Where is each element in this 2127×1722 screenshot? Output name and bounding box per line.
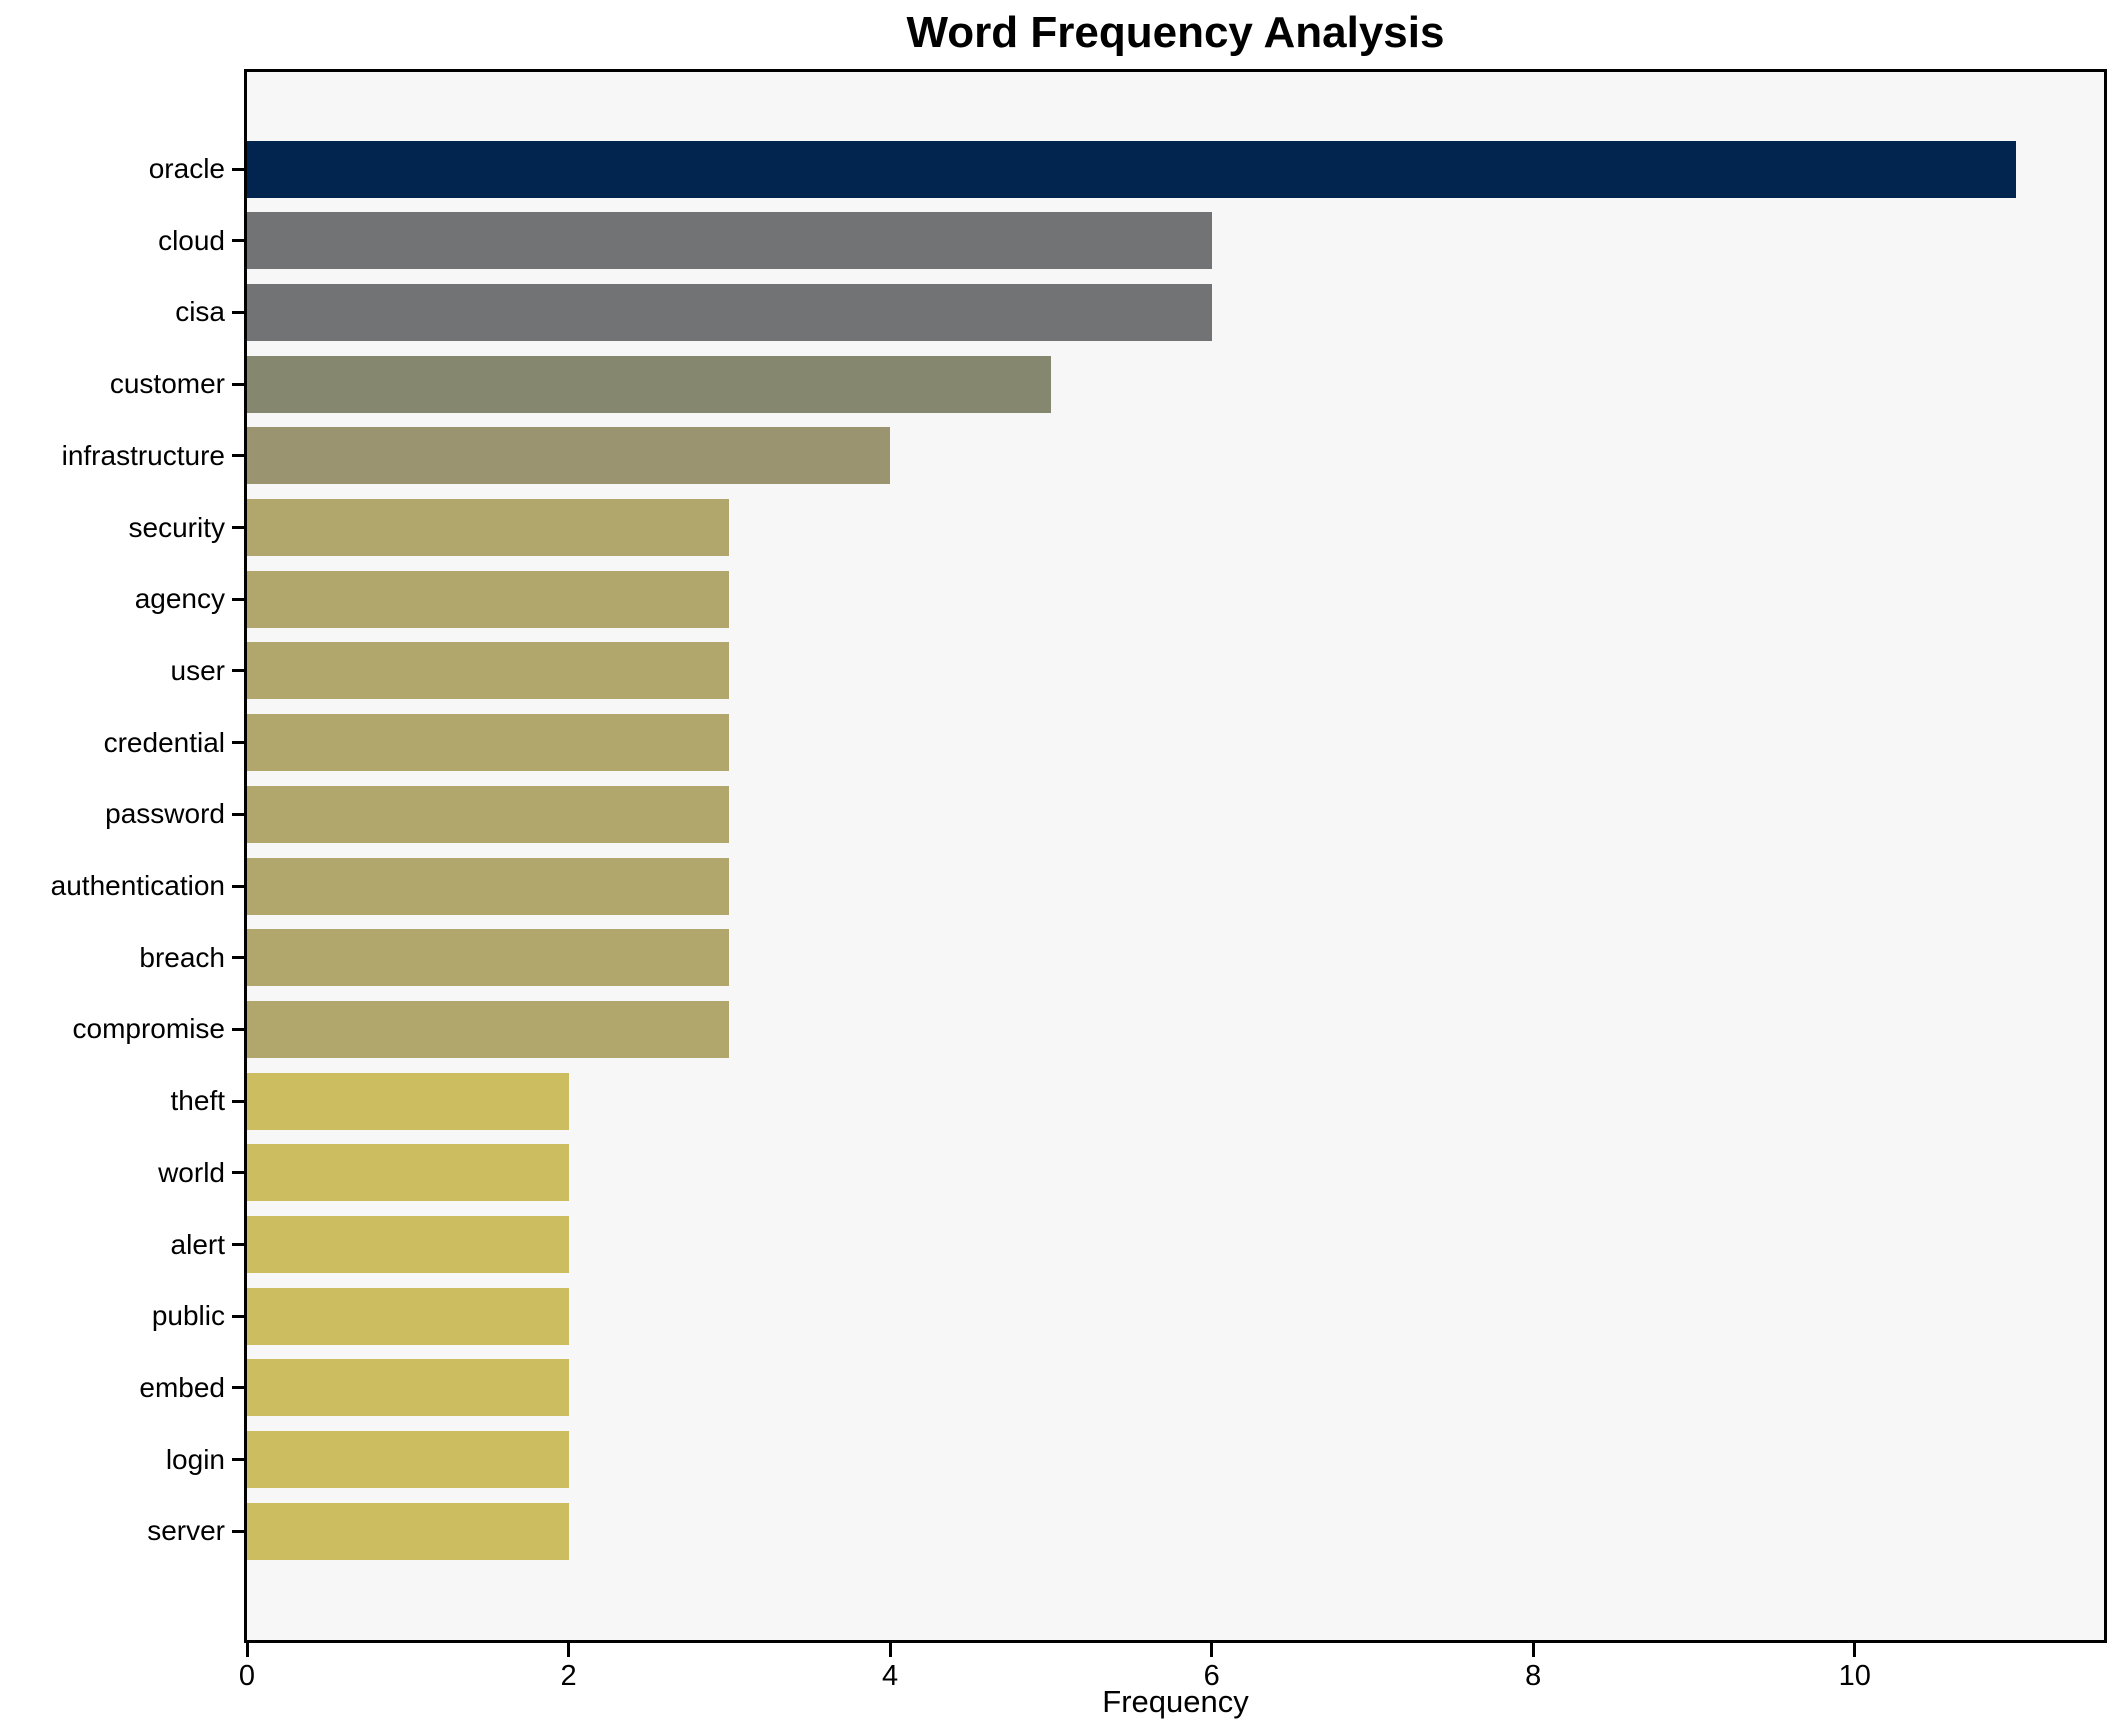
chart-title: Word Frequency Analysis bbox=[906, 8, 1445, 57]
y-tick-mark bbox=[232, 1314, 244, 1318]
y-axis-label-alert: alert bbox=[170, 1228, 225, 1260]
x-tick-mark bbox=[1853, 1643, 1857, 1657]
bar-alert bbox=[247, 1216, 569, 1273]
y-axis-label-cisa: cisa bbox=[175, 296, 225, 328]
y-tick-mark bbox=[232, 382, 244, 386]
bar-security bbox=[247, 499, 730, 556]
y-axis-label-authentication: authentication bbox=[50, 870, 225, 901]
bar-credential bbox=[247, 714, 730, 772]
bar-breach bbox=[247, 929, 730, 987]
y-tick-mark bbox=[232, 1458, 244, 1462]
y-tick-mark bbox=[232, 669, 244, 673]
bar-authentication bbox=[247, 857, 730, 915]
y-tick-mark bbox=[232, 884, 244, 888]
y-tick-mark bbox=[232, 1243, 244, 1246]
bar-embed bbox=[247, 1359, 569, 1417]
y-axis-label-infrastructure: infrastructure bbox=[61, 439, 225, 471]
y-axis-label-customer: customer bbox=[109, 368, 225, 400]
y-axis-label-agency: agency bbox=[134, 583, 225, 615]
bar-world bbox=[247, 1144, 569, 1202]
y-axis-label-compromise: compromise bbox=[72, 1013, 225, 1045]
y-axis-label-security: security bbox=[128, 511, 225, 543]
bar-customer bbox=[247, 355, 1051, 413]
y-tick-mark bbox=[232, 1386, 244, 1390]
bar-infrastructure bbox=[247, 427, 891, 485]
x-tick-mark bbox=[1531, 1643, 1535, 1657]
y-tick-mark bbox=[232, 310, 244, 314]
y-tick-mark bbox=[232, 526, 244, 529]
y-tick-mark bbox=[232, 1529, 244, 1533]
x-tick-label-2: 2 bbox=[560, 1660, 577, 1692]
bar-server bbox=[247, 1502, 569, 1560]
y-axis-label-breach: breach bbox=[139, 941, 225, 973]
bar-agency bbox=[247, 570, 730, 628]
x-tick-mark bbox=[888, 1643, 892, 1657]
x-tick-label-4: 4 bbox=[882, 1660, 899, 1692]
bar-theft bbox=[247, 1072, 569, 1130]
bar-cisa bbox=[247, 283, 1212, 341]
x-tick-label-6: 6 bbox=[1203, 1660, 1220, 1692]
x-tick-mark bbox=[245, 1643, 249, 1657]
y-tick-mark bbox=[232, 167, 244, 171]
x-tick-mark bbox=[1210, 1643, 1214, 1657]
bar-public bbox=[247, 1287, 569, 1345]
bar-login bbox=[247, 1431, 569, 1489]
y-axis-label-world: world bbox=[158, 1156, 225, 1188]
x-tick-label-0: 0 bbox=[238, 1660, 256, 1692]
y-axis-label-password: password bbox=[105, 798, 225, 830]
x-tick-label-10: 10 bbox=[1838, 1660, 1871, 1692]
y-tick-mark bbox=[232, 956, 244, 960]
y-tick-mark bbox=[232, 1027, 244, 1031]
y-axis-label-server: server bbox=[147, 1515, 225, 1547]
y-tick-mark bbox=[232, 1099, 244, 1103]
y-axis-label-login: login bbox=[165, 1443, 225, 1475]
bar-compromise bbox=[247, 1000, 730, 1058]
y-tick-mark bbox=[232, 812, 244, 816]
y-tick-mark bbox=[232, 741, 244, 745]
y-tick-mark bbox=[232, 239, 244, 243]
y-axis-label-oracle: oracle bbox=[148, 153, 225, 184]
y-axis-label-theft: theft bbox=[170, 1085, 225, 1117]
y-axis-label-credential: credential bbox=[103, 726, 225, 758]
y-tick-mark bbox=[232, 597, 244, 601]
bar-user bbox=[247, 642, 730, 700]
y-axis-label-user: user bbox=[170, 654, 225, 686]
y-axis-label-cloud: cloud bbox=[158, 224, 225, 256]
bar-password bbox=[247, 785, 730, 843]
bar-oracle bbox=[247, 140, 2016, 198]
y-tick-mark bbox=[232, 1171, 244, 1175]
y-tick-mark bbox=[232, 454, 244, 458]
plot-area bbox=[244, 69, 2107, 1643]
y-axis-label-public: public bbox=[151, 1300, 225, 1332]
x-tick-mark bbox=[567, 1643, 571, 1657]
y-axis-label-embed: embed bbox=[139, 1371, 225, 1403]
bar-cloud bbox=[247, 212, 1212, 270]
x-tick-label-8: 8 bbox=[1525, 1660, 1542, 1692]
x-axis-title: Frequency bbox=[1102, 1684, 1249, 1719]
